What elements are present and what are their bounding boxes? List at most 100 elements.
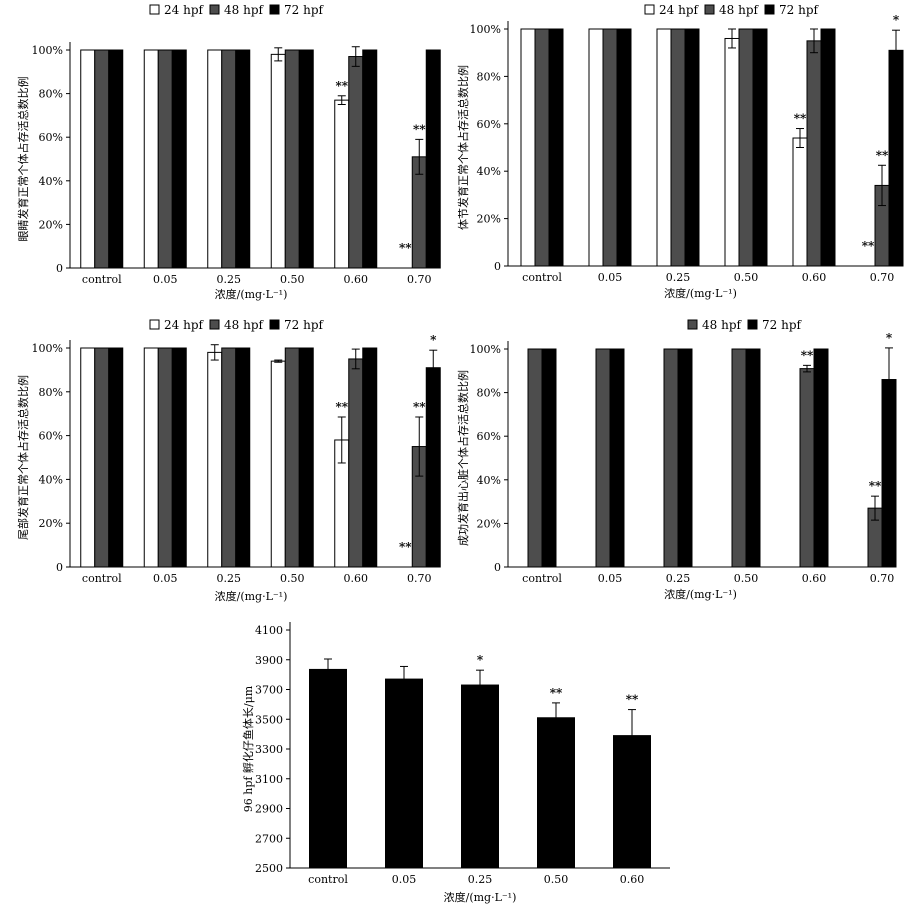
x-tick-label: 0.05	[598, 271, 623, 284]
x-tick-label: 0.25	[666, 572, 691, 585]
bar	[171, 49, 187, 269]
y-tick-label: 40%	[477, 474, 501, 487]
y-axis-title: 体节发育正常个体占存活总数比例	[456, 65, 470, 230]
y-tick-label: 20%	[39, 218, 63, 231]
bar	[616, 28, 632, 267]
x-tick-label: control	[522, 572, 562, 585]
bar	[806, 40, 822, 267]
significance-marker: **	[335, 79, 348, 93]
bar	[171, 347, 187, 568]
bar	[534, 28, 550, 267]
bar	[221, 49, 237, 269]
significance-marker: **	[794, 112, 807, 126]
significance-marker: **	[335, 400, 348, 414]
y-tick-label: 80%	[477, 387, 501, 400]
x-tick-label: 0.05	[153, 572, 178, 585]
y-tick-label: 20%	[39, 517, 63, 530]
y-tick-label: 0	[494, 561, 501, 574]
chart-2: 0 20% 40% 60% 80% 100% control 0.05 0.25 0.50 0.60…	[456, 3, 904, 300]
legend-swatch	[149, 4, 160, 15]
bar	[792, 137, 808, 267]
y-tick-label: 60%	[39, 430, 63, 443]
x-tick-label: 0.05	[598, 572, 623, 585]
bar	[298, 49, 314, 269]
legend-swatch	[149, 319, 160, 330]
x-axis-title: 浓度/(mg·L⁻¹)	[215, 589, 288, 603]
legend-label: 72 hpf	[779, 3, 819, 17]
significance-marker: **	[869, 479, 882, 493]
significance-marker: **	[399, 540, 412, 554]
y-axis-title: 尾部发育正常个体占存活总数比例	[16, 375, 30, 540]
legend-swatch	[269, 4, 280, 15]
bar	[745, 348, 761, 568]
y-tick-label: 2900	[255, 803, 283, 816]
bar	[656, 28, 672, 267]
y-tick-label: 100%	[32, 44, 63, 57]
bar	[520, 28, 536, 267]
legend-label: 48 hpf	[702, 318, 742, 332]
bar	[738, 28, 754, 267]
significance-marker: *	[430, 333, 437, 347]
bar	[527, 348, 543, 568]
x-tick-label: 0.60	[344, 572, 369, 585]
bar	[207, 49, 223, 269]
y-tick-label: 100%	[470, 343, 501, 356]
y-tick-label: 0	[494, 260, 501, 273]
bar	[820, 28, 836, 267]
x-tick-label: 0.50	[280, 273, 305, 286]
x-tick-label: 0.60	[344, 273, 369, 286]
y-tick-label: 3100	[255, 773, 283, 786]
bar	[663, 348, 679, 568]
bar	[724, 37, 740, 267]
bar	[461, 684, 499, 869]
bar	[425, 49, 441, 269]
bar	[94, 49, 110, 269]
y-tick-label: 4100	[255, 624, 283, 637]
bar	[752, 28, 768, 267]
significance-marker: **	[876, 148, 889, 162]
y-tick-label: 3900	[255, 654, 283, 667]
chart-3: 0 20% 40% 60% 80% 100% control 0.05 0.25 0.50 0.60…	[16, 318, 441, 603]
y-tick-label: 60%	[477, 430, 501, 443]
x-tick-label: 0.70	[407, 273, 432, 286]
legend-swatch	[209, 319, 220, 330]
bar	[207, 351, 223, 568]
significance-marker: **	[399, 241, 412, 255]
bar	[362, 347, 378, 568]
bar	[80, 347, 96, 568]
legend-label: 24 hpf	[164, 318, 204, 332]
legend-label: 72 hpf	[284, 318, 324, 332]
x-tick-label: control	[522, 271, 562, 284]
bar	[157, 347, 173, 568]
bar	[799, 368, 815, 568]
y-tick-label: 80%	[39, 88, 63, 101]
bar	[235, 347, 251, 568]
significance-marker: **	[413, 122, 426, 136]
legend-swatch	[269, 319, 280, 330]
x-tick-label: 0.60	[802, 572, 827, 585]
y-tick-label: 2500	[255, 862, 283, 875]
legend-label: 48 hpf	[224, 3, 264, 17]
bar	[731, 348, 747, 568]
chart-4: 0 20% 40% 60% 80% 100% control 0.05 0.25 0.50 0.60…	[456, 318, 897, 601]
x-tick-label: 0.05	[392, 873, 417, 886]
legend-label: 48 hpf	[719, 3, 759, 17]
bar	[425, 367, 441, 568]
legend-swatch	[687, 319, 698, 330]
x-tick-label: 0.50	[544, 873, 569, 886]
y-tick-label: 0	[56, 561, 63, 574]
bar	[80, 49, 96, 269]
bar	[270, 53, 286, 269]
significance-marker: **	[862, 239, 875, 253]
bar	[677, 348, 693, 568]
bar	[588, 28, 604, 267]
y-tick-label: 40%	[39, 473, 63, 486]
legend-swatch	[747, 319, 758, 330]
x-tick-label: 0.60	[802, 271, 827, 284]
bar	[548, 28, 564, 267]
bar	[157, 49, 173, 269]
significance-marker: **	[626, 693, 639, 707]
bar	[309, 668, 347, 869]
x-tick-label: 0.25	[666, 271, 691, 284]
